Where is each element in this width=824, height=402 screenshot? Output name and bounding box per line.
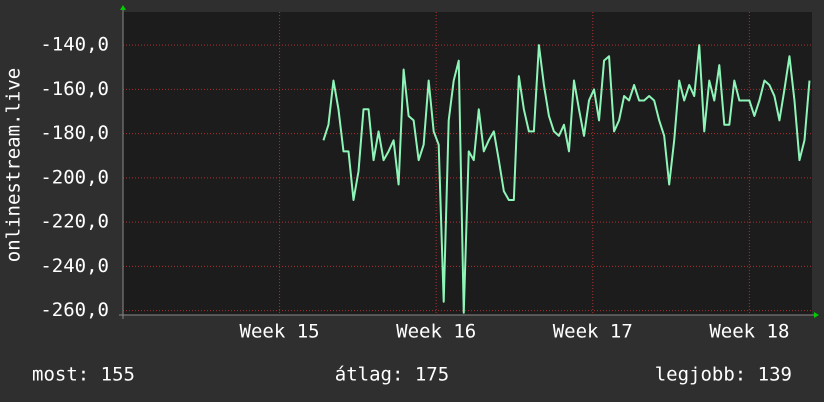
axis-arrow: [120, 5, 126, 10]
x-tick-label: Week 17: [553, 321, 633, 343]
axis-arrow: [814, 312, 819, 318]
x-tick-label: Week 18: [709, 321, 789, 343]
y-tick-label: -220,0: [40, 211, 109, 233]
y-axis-label: onlinestream.live: [3, 68, 25, 262]
y-tick-label: -260,0: [40, 299, 109, 321]
y-tick-label: -160,0: [40, 78, 109, 100]
footer-stat: átlag: 175: [335, 364, 449, 386]
x-tick-label: Week 15: [240, 321, 320, 343]
footer-stat: legjobb: 139: [655, 364, 792, 386]
data-line: [322, 44, 811, 314]
y-tick-label: -240,0: [40, 255, 109, 277]
x-tick-label: Week 16: [396, 321, 476, 343]
y-tick-label: -200,0: [40, 166, 109, 188]
footer-stat: most: 155: [32, 364, 135, 386]
y-tick-label: -180,0: [40, 122, 109, 144]
y-tick-label: -140,0: [40, 34, 109, 56]
